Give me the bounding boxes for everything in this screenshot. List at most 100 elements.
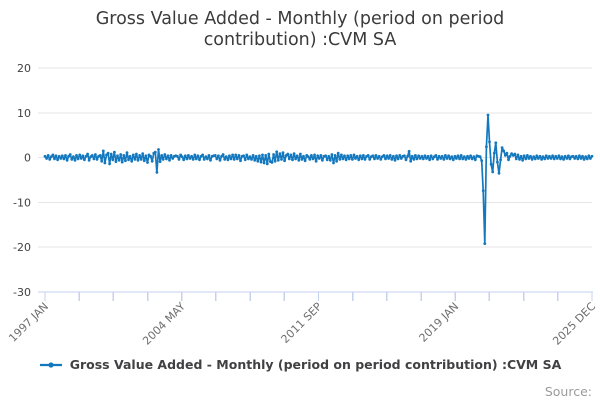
data-point — [480, 159, 484, 163]
data-point — [243, 158, 247, 162]
data-point — [265, 162, 269, 166]
data-point — [406, 154, 409, 158]
data-point — [447, 154, 450, 158]
data-point — [519, 154, 523, 158]
data-point — [469, 154, 472, 158]
data-point — [527, 157, 531, 160]
data-point — [440, 154, 444, 158]
data-point — [574, 154, 578, 158]
data-point — [119, 153, 123, 156]
data-point — [587, 154, 591, 158]
data-point — [346, 154, 350, 158]
data-point — [548, 154, 551, 158]
data-point — [161, 158, 165, 161]
data-point — [486, 113, 490, 117]
data-point — [393, 158, 397, 162]
data-point — [459, 154, 463, 157]
data-point — [251, 154, 255, 157]
data-point — [54, 154, 58, 158]
data-point — [502, 149, 506, 153]
data-point — [508, 154, 512, 158]
data-point — [217, 154, 220, 158]
data-point — [538, 154, 542, 158]
data-point — [262, 161, 266, 165]
data-point — [478, 155, 482, 159]
data-point — [483, 242, 487, 246]
data-point — [489, 162, 493, 166]
data-point — [70, 158, 74, 161]
y-tick-label: 10 — [17, 107, 31, 120]
data-point — [75, 154, 78, 157]
data-point — [366, 154, 370, 157]
data-point — [336, 151, 340, 155]
data-point — [559, 157, 562, 161]
data-point — [522, 154, 526, 158]
data-point — [196, 154, 200, 158]
data-point — [111, 158, 115, 162]
data-point — [579, 157, 583, 160]
data-point — [584, 155, 588, 159]
data-point — [283, 159, 286, 163]
data-point — [376, 157, 379, 160]
data-point — [163, 153, 167, 156]
data-point — [311, 157, 315, 161]
data-point — [53, 157, 56, 161]
data-point — [209, 158, 212, 162]
data-point — [456, 154, 460, 158]
data-point — [87, 158, 91, 162]
data-point — [289, 153, 293, 157]
data-point — [417, 154, 420, 158]
data-point — [481, 189, 485, 193]
data-point — [464, 158, 468, 161]
data-point — [247, 157, 250, 161]
data-point — [49, 155, 53, 159]
data-point — [101, 149, 105, 153]
data-point — [533, 157, 537, 161]
data-point — [360, 157, 364, 161]
data-point — [103, 161, 107, 165]
data-point — [113, 150, 116, 154]
data-point — [314, 159, 318, 163]
source-label: Source: — [544, 384, 592, 399]
data-point — [552, 157, 556, 161]
data-point — [554, 154, 558, 158]
data-point — [229, 157, 233, 161]
data-point — [451, 158, 455, 162]
data-point — [357, 158, 361, 162]
data-point — [316, 154, 320, 158]
data-point — [565, 157, 569, 160]
data-point — [354, 157, 357, 160]
data-point — [72, 155, 75, 159]
data-point — [228, 154, 231, 158]
data-point — [368, 158, 372, 161]
data-point — [254, 154, 258, 158]
data-point — [59, 157, 63, 160]
data-point — [276, 158, 280, 162]
data-point — [327, 154, 331, 158]
data-point — [303, 159, 307, 163]
data-point — [157, 148, 160, 151]
data-point — [92, 157, 96, 161]
data-point — [466, 154, 469, 158]
data-point — [65, 158, 69, 162]
data-point — [94, 153, 97, 156]
data-point — [153, 150, 157, 154]
data-point — [563, 154, 567, 158]
data-point — [313, 153, 316, 157]
data-point — [294, 157, 297, 161]
data-point — [169, 154, 173, 157]
data-point — [488, 140, 491, 144]
data-point — [226, 158, 230, 162]
data-point — [76, 157, 80, 161]
data-point — [317, 157, 321, 160]
data-point — [557, 154, 561, 158]
data-point — [467, 157, 471, 160]
data-point — [530, 158, 534, 161]
data-point — [344, 158, 348, 162]
data-point — [46, 154, 50, 157]
data-point — [206, 157, 209, 161]
data-point — [404, 158, 408, 162]
data-point — [224, 155, 228, 159]
data-point — [165, 157, 168, 161]
data-point — [445, 157, 449, 160]
